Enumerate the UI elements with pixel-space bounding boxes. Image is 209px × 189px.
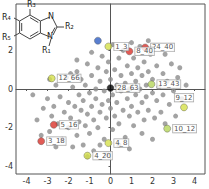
svg-text:13_43: 13_43 <box>158 80 179 88</box>
svg-text:1_3: 1_3 <box>115 43 127 51</box>
svg-text:-2: -2 <box>65 177 73 186</box>
svg-text:-4: -4 <box>5 162 13 171</box>
svg-text:4_20: 4_20 <box>94 152 111 160</box>
svg-text:28_63: 28_63 <box>117 84 138 92</box>
svg-text:-1: -1 <box>86 177 94 186</box>
svg-text:4: 4 <box>192 177 197 186</box>
svg-text:3_18: 3_18 <box>48 137 65 145</box>
svg-text:-3: -3 <box>44 177 52 186</box>
svg-text:R₂: R₂ <box>65 22 74 31</box>
svg-text:10_12: 10_12 <box>174 125 195 133</box>
svg-text:1: 1 <box>129 177 134 186</box>
svg-text:N: N <box>48 12 54 21</box>
svg-text:-2: -2 <box>5 123 13 132</box>
svg-text:5_16: 5_16 <box>61 121 78 129</box>
svg-text:8_40: 8_40 <box>136 47 153 55</box>
svg-text:R₅: R₅ <box>2 33 11 42</box>
svg-text:24_40: 24_40 <box>152 43 173 51</box>
svg-text:0: 0 <box>8 85 13 94</box>
svg-text:2: 2 <box>8 46 13 55</box>
svg-text:R₁: R₁ <box>42 46 51 55</box>
svg-text:4_8: 4_8 <box>115 139 127 147</box>
svg-text:N: N <box>47 32 53 41</box>
svg-text:12_66: 12_66 <box>58 74 80 82</box>
svg-text:9_12: 9_12 <box>176 94 193 102</box>
svg-text:-4: -4 <box>23 177 31 186</box>
svg-text:2: 2 <box>150 177 155 186</box>
svg-text:R₄: R₄ <box>2 13 11 22</box>
svg-text:3: 3 <box>171 177 176 186</box>
svg-text:0: 0 <box>108 177 113 186</box>
svg-text:R₃: R₃ <box>27 0 36 9</box>
